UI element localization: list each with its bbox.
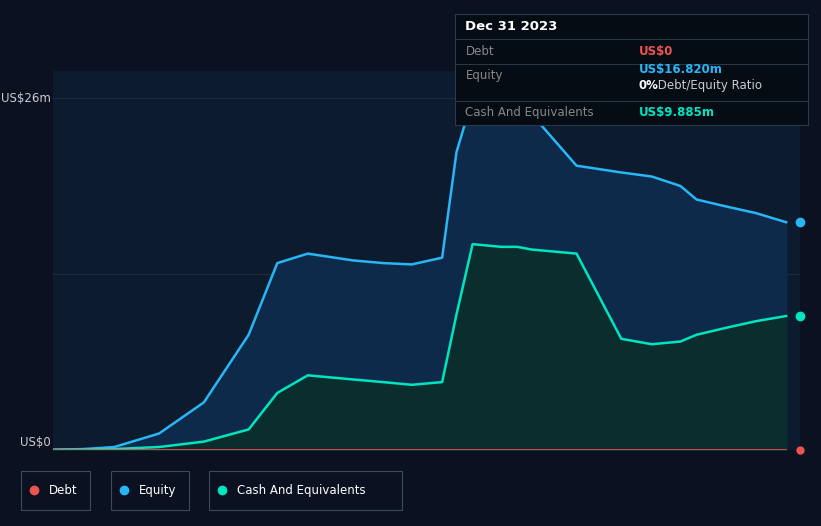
Text: US$0: US$0: [639, 45, 672, 58]
Text: Cash And Equivalents: Cash And Equivalents: [237, 484, 366, 497]
Text: US$26m: US$26m: [2, 92, 51, 105]
Text: Debt/Equity Ratio: Debt/Equity Ratio: [654, 79, 762, 92]
Text: Cash And Equivalents: Cash And Equivalents: [466, 106, 594, 119]
Text: Debt: Debt: [466, 45, 494, 58]
Text: Debt: Debt: [48, 484, 77, 497]
Text: Equity: Equity: [466, 69, 503, 82]
Text: US$0: US$0: [21, 437, 51, 450]
Text: US$9.885m: US$9.885m: [639, 106, 714, 119]
Text: Equity: Equity: [139, 484, 177, 497]
Text: 0%: 0%: [639, 79, 658, 92]
Text: Dec 31 2023: Dec 31 2023: [466, 20, 557, 33]
Text: US$16.820m: US$16.820m: [639, 63, 722, 76]
